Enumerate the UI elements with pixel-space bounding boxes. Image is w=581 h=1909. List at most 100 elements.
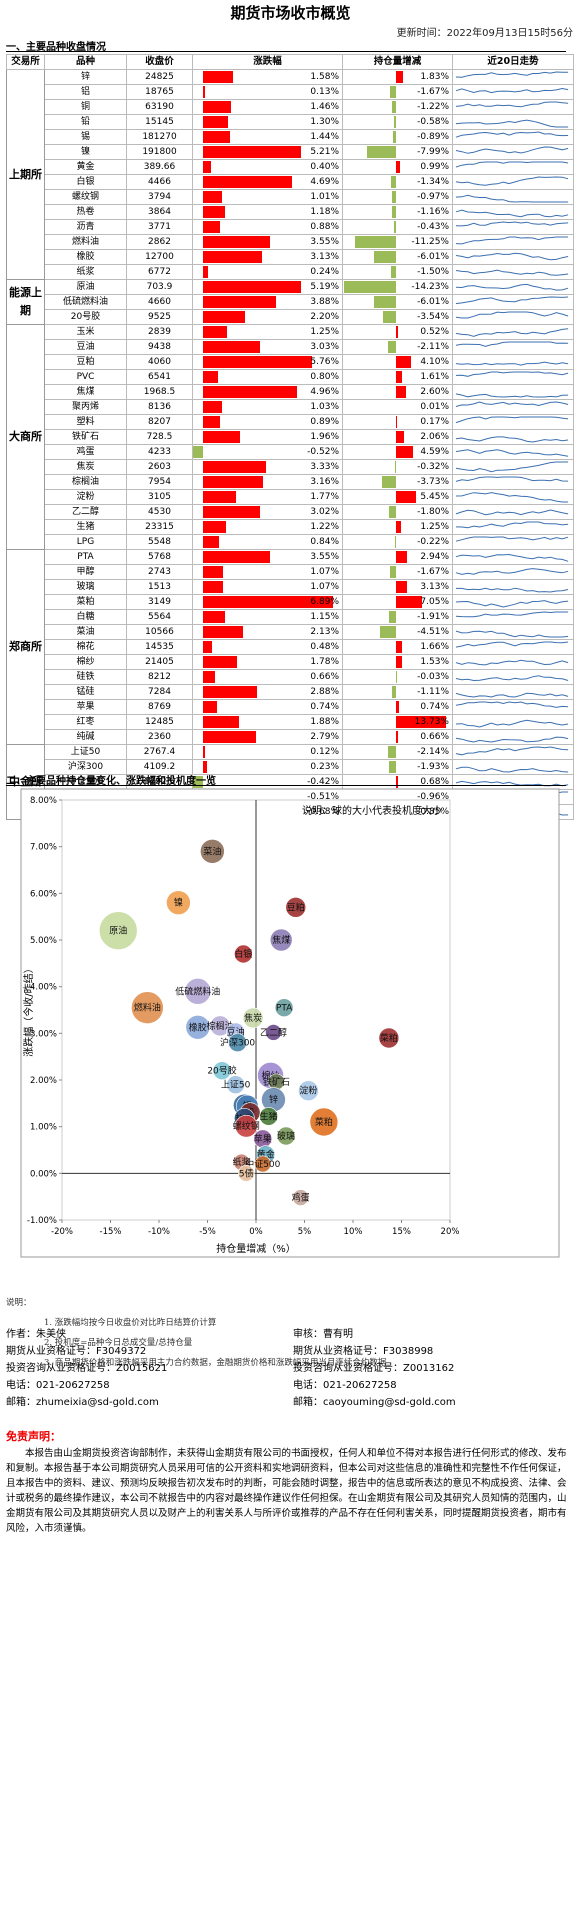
change-bar — [203, 206, 226, 218]
chart-note: 说明：球的大小代表投机度大小 — [302, 804, 442, 817]
oi-cell: 4.10% — [342, 354, 453, 370]
oi-cell: -0.43% — [342, 219, 453, 235]
bubble — [259, 1107, 278, 1126]
x-tick-label: -5% — [199, 1227, 216, 1237]
change-cell: 1.07% — [192, 564, 343, 580]
change-value: 1.96% — [310, 432, 339, 442]
oi-value: -0.97% — [417, 192, 449, 202]
change-value: -0.42% — [307, 777, 339, 787]
close-price: 3149 — [126, 594, 193, 610]
table-row: 沥青 3771 0.88% -0.43% — [7, 219, 574, 235]
close-price: 2743 — [126, 564, 193, 580]
y-tick-label: 0.00% — [30, 1169, 57, 1179]
oi-cell: -0.89% — [342, 129, 453, 145]
oi-cell: 4.59% — [342, 444, 453, 460]
product-name: 白银 — [44, 174, 127, 190]
product-name: 乙二醇 — [44, 504, 127, 520]
bubble — [226, 1075, 245, 1094]
bubble — [98, 911, 138, 950]
oi-cell: 7.05% — [342, 594, 453, 610]
table-row: 淀粉 3105 1.77% 5.45% — [7, 489, 574, 505]
change-cell: 2.88% — [192, 684, 343, 700]
sparkline — [455, 236, 569, 245]
point-20号胶: 20号胶 — [207, 1061, 237, 1080]
sparkline — [455, 194, 569, 203]
oi-bar — [366, 146, 396, 158]
sparkline — [455, 630, 569, 638]
change-bar — [203, 656, 237, 668]
change-bar — [203, 326, 227, 338]
exchange-cell: 大商所 — [6, 324, 45, 550]
change-value: 3.16% — [310, 477, 339, 487]
sparkline — [455, 416, 569, 424]
sparkline — [455, 766, 569, 773]
table-row: LPG 5548 0.84% -0.22% — [7, 534, 574, 550]
reviewer-email: 邮箱：caoyouming@sd-gold.com — [293, 1397, 456, 1408]
sparkline — [455, 461, 569, 473]
change-cell: 1.30% — [192, 114, 343, 130]
close-price: 24825 — [126, 69, 193, 85]
oi-bar — [383, 311, 396, 323]
product-name: 红枣 — [44, 714, 127, 730]
change-value: 1.07% — [310, 567, 339, 577]
table-row: 中证500 6292.6 -0.42% 0.68% — [7, 774, 574, 790]
oi-bar — [393, 116, 396, 128]
sparkline-cell — [452, 714, 574, 730]
change-bar — [203, 506, 261, 518]
author-name: 作者：朱美侠 — [6, 1329, 66, 1340]
author-left: 作者：朱美侠 期货从业资格证号：F3049372 投资咨询从业资格证号：Z001… — [6, 1326, 167, 1411]
change-value: 3.33% — [310, 462, 339, 472]
product-name: LPG — [44, 534, 127, 550]
product-name: PVC — [44, 369, 127, 385]
product-name: 豆粕 — [44, 354, 127, 370]
x-tick-label: -15% — [100, 1227, 122, 1237]
change-bar — [203, 101, 231, 113]
product-name: 热卷 — [44, 204, 127, 220]
bubble-label: 焦煤 — [272, 934, 290, 946]
disclaimer-text: 本报告由山金期货投资咨询部制作，未获得山金期货有限公司的书面授权，任何人和单位不… — [6, 1448, 567, 1534]
sparkline — [455, 341, 569, 347]
market-table: 交易所 品种 收盘价 涨跌幅 持仓量增减 近20日走势 上期所锌 24825 1.58% 1.8… — [6, 54, 574, 820]
oi-bar — [394, 221, 396, 233]
sparkline-cell — [452, 174, 574, 190]
oi-bar — [396, 416, 397, 428]
change-value: 0.84% — [310, 537, 339, 547]
product-name: 镍 — [44, 144, 127, 160]
oi-cell: -0.97% — [342, 189, 453, 205]
change-cell: 3.55% — [192, 234, 343, 250]
point-铁矿石: 铁矿石 — [263, 1073, 290, 1091]
change-cell: 5.19% — [192, 279, 343, 295]
sparkline — [455, 131, 569, 138]
product-name: 铁矿石 — [44, 429, 127, 445]
point-菜粕2: 菜粕 — [309, 1107, 339, 1137]
header-1: 品种 — [44, 54, 127, 70]
bubble-label: 锌 — [269, 1094, 278, 1106]
point-5债: 5债 — [238, 1165, 255, 1182]
oi-bar — [396, 716, 447, 728]
oi-cell: -3.73% — [342, 474, 453, 490]
oi-cell: -11.25% — [342, 234, 453, 250]
change-value: 3.03% — [310, 342, 339, 352]
author-license: 期货从业资格证号：F3049372 — [6, 1346, 147, 1357]
close-price: 1968.5 — [126, 384, 193, 400]
change-value: 2.13% — [310, 627, 339, 637]
product-name: 燃料油 — [44, 234, 127, 250]
oi-value: -1.34% — [417, 177, 449, 187]
oi-value: -1.93% — [417, 762, 449, 772]
table-row: 甲醇 2743 1.07% -1.67% — [7, 564, 574, 580]
y-tick-label: 5.00% — [30, 936, 57, 946]
table-row: 纸浆 6772 0.24% -1.50% — [7, 264, 574, 280]
header-4: 持仓量增减 — [342, 54, 453, 70]
oi-cell: -1.67% — [342, 84, 453, 100]
change-bar — [203, 416, 220, 428]
close-price: 23315 — [126, 519, 193, 535]
close-price: 3771 — [126, 219, 193, 235]
change-value: 1.44% — [310, 132, 339, 142]
point-低硫燃料油: 低硫燃料油 — [175, 978, 220, 1005]
oi-value: -0.58% — [417, 117, 449, 127]
y-tick-label: 8.00% — [30, 796, 57, 806]
sparkline-cell — [452, 204, 574, 220]
change-cell: 6.89% — [192, 594, 343, 610]
sparkline — [455, 509, 569, 516]
change-cell: 1.03% — [192, 399, 343, 415]
